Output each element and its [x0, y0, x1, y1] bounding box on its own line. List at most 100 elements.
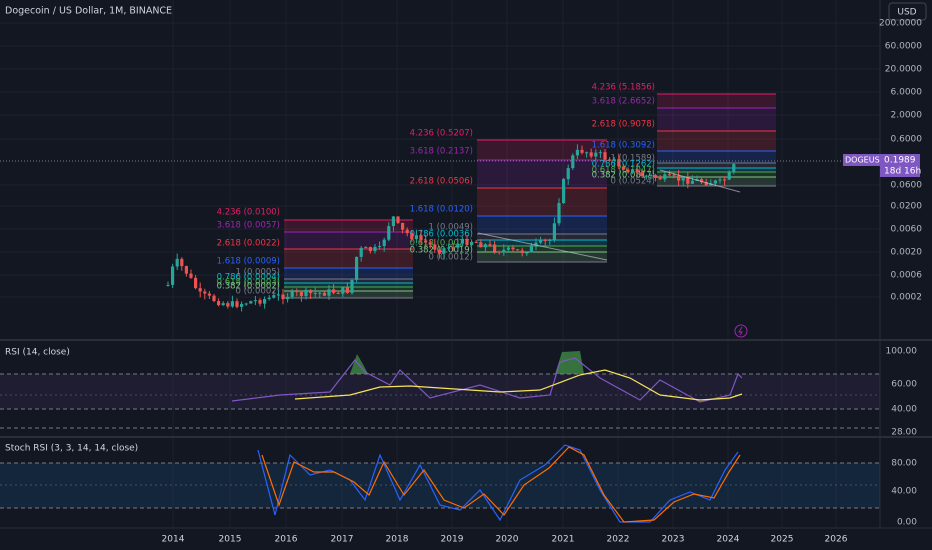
candle-body — [465, 238, 469, 245]
candle-body — [207, 293, 211, 296]
fib-label: 0.382 (0.0002) — [217, 282, 280, 292]
fib-label: 0 (0.0002) — [236, 287, 280, 297]
candle-body — [286, 296, 290, 300]
rsi-tick-label: 60.00 — [891, 380, 917, 390]
rsi-overbought-fill — [350, 351, 584, 374]
candle-body — [419, 235, 423, 241]
price-tick-label: 0.0600 — [891, 181, 923, 191]
candle-body — [456, 243, 460, 248]
candle-body — [608, 159, 612, 161]
fib-label: 0.786 (0.0036) — [410, 230, 473, 240]
fib-band — [477, 240, 607, 246]
price-tick-label: 20.0000 — [885, 65, 922, 75]
event-icon-bolt — [738, 326, 743, 336]
price-tick-label: 0.0060 — [891, 225, 923, 235]
rsi-line — [231, 357, 743, 403]
fib-label: 4.236 (0.5207) — [410, 129, 473, 139]
fib-band — [477, 140, 607, 160]
stoch-tick-label: 0.00 — [897, 518, 917, 528]
fib-band — [477, 234, 607, 240]
fib-band — [284, 291, 413, 298]
candle-body — [299, 292, 303, 296]
candle-body — [511, 247, 515, 250]
stoch-tick-label: 40.00 — [891, 487, 917, 497]
candle-body — [451, 247, 455, 249]
candle-body — [649, 175, 653, 177]
rsi-title: RSI (14, close) — [5, 348, 70, 358]
candle-body — [460, 238, 464, 244]
candle-body — [424, 240, 428, 243]
candle-body — [654, 175, 658, 178]
price-tick-label: 200.0000 — [879, 19, 922, 29]
candle-body — [667, 174, 671, 176]
candle-body — [364, 247, 368, 249]
candle-body — [704, 182, 708, 186]
candle-body — [258, 300, 262, 304]
candle-body — [713, 180, 717, 184]
candle-body — [520, 250, 524, 254]
fib-band — [284, 220, 413, 232]
fib-band — [284, 279, 413, 283]
candle-body — [382, 239, 386, 247]
candle-body — [405, 229, 409, 234]
candle-body — [267, 297, 271, 300]
candle-body — [217, 301, 221, 306]
candle-body — [516, 249, 520, 251]
fib-label: 3.618 (2.6652) — [592, 97, 655, 107]
candle-body — [345, 287, 349, 293]
fib-label: 2.618 (0.0022) — [217, 239, 280, 249]
currency-label[interactable]: USD — [897, 8, 916, 18]
candle-body — [276, 294, 280, 296]
fib-band — [657, 168, 776, 172]
time-tick-label: 2016 — [275, 535, 298, 545]
price-tick-label: 6.0000 — [891, 88, 923, 98]
candle-body — [226, 303, 230, 307]
candle-body — [387, 226, 391, 240]
time-tick-label: 2023 — [662, 535, 685, 545]
time-tick-label: 2018 — [386, 535, 409, 545]
time-tick-label: 2014 — [162, 535, 185, 545]
fib-band — [657, 151, 776, 163]
time-tick-label: 2022 — [607, 535, 630, 545]
candle-body — [603, 152, 607, 160]
fib-label: 2.618 (0.9078) — [592, 120, 655, 130]
candle-body — [235, 301, 239, 307]
event-icon[interactable] — [734, 324, 748, 338]
candle-body — [690, 180, 694, 184]
candle-body — [272, 295, 276, 298]
candle-body — [474, 241, 478, 243]
candle-body — [327, 289, 331, 296]
fib-band — [284, 283, 413, 287]
candle-body — [318, 292, 322, 294]
fib-label: 1 (0.0049) — [429, 223, 473, 233]
time-tick-label: 2025 — [771, 535, 794, 545]
candle-body — [341, 287, 345, 294]
candle-body — [414, 235, 418, 240]
fib-band — [477, 216, 607, 234]
candle-body — [249, 301, 253, 304]
candle-body — [175, 258, 179, 267]
candle-body — [700, 179, 704, 183]
candle-body — [663, 174, 667, 180]
candle-body — [470, 241, 474, 245]
candle-body — [488, 244, 492, 246]
currency-button[interactable] — [888, 2, 927, 21]
trend-line — [659, 169, 741, 193]
candle-body — [332, 289, 336, 293]
candle-body — [253, 300, 257, 302]
time-tick-label: 2019 — [441, 535, 464, 545]
candle-body — [350, 279, 354, 293]
candle-body — [497, 251, 501, 253]
fib-band — [657, 94, 776, 108]
candle-body — [359, 247, 363, 257]
candle-body — [203, 291, 207, 294]
candle-body — [571, 155, 575, 169]
fib-label: 1 (0.0005) — [236, 268, 280, 278]
rsi-tick-label: 100.00 — [886, 347, 918, 357]
candle-body — [171, 266, 175, 285]
candle-body — [658, 177, 662, 180]
price-tick-label: 0.0002 — [891, 293, 923, 303]
candle-body — [566, 168, 570, 180]
candle-body — [410, 233, 414, 240]
stoch-tick-label: 80.00 — [891, 459, 917, 469]
